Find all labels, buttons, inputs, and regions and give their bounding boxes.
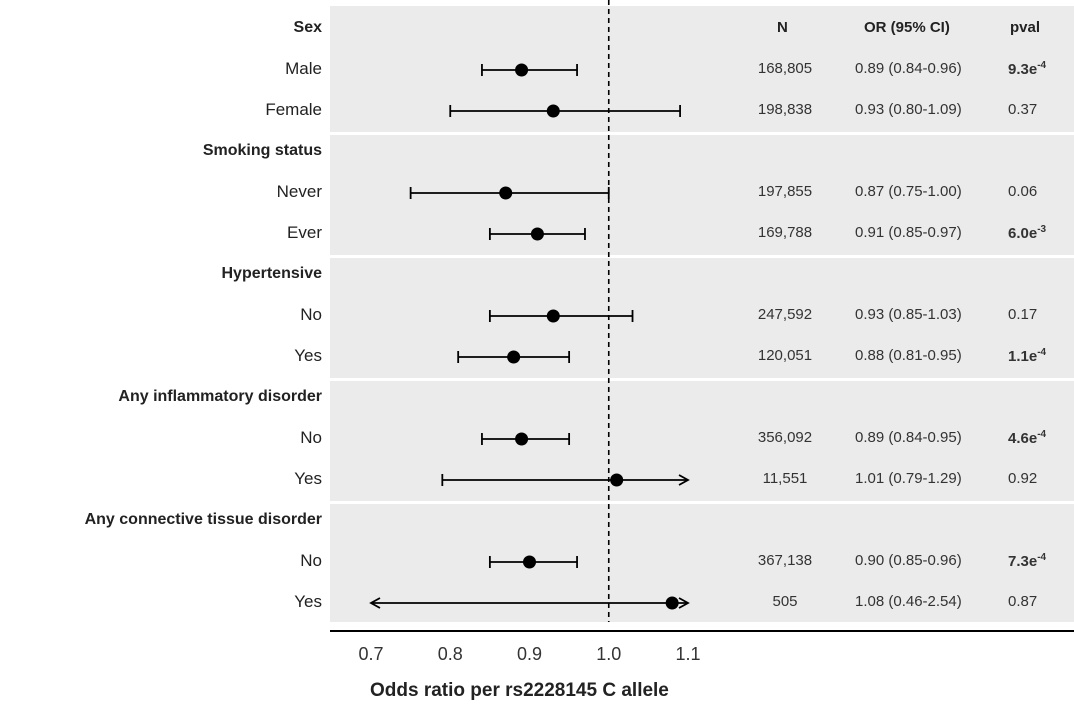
x-tick-label: 1.0 [596,644,622,664]
pval-base: 0.87 [1008,593,1038,610]
pval-base: 4.6e [1008,430,1038,447]
column-header-n: N [777,19,788,36]
row-label: No [300,428,322,447]
cell-n: 367,138 [757,552,813,569]
cell-n: 505 [772,593,798,610]
pval-base: 0.17 [1008,306,1038,323]
cell-n: 168,805 [757,60,813,77]
row-label: Female [265,100,322,119]
cell-or: 1.08 (0.46-2.54) [855,593,962,610]
cell-pval: 0.06 [1008,183,1037,200]
pval-base: 7.3e [1008,553,1038,570]
point-estimate [507,350,521,364]
point-estimate [499,186,513,200]
pval-exponent: -4 [1037,552,1047,563]
point-estimate [523,555,536,569]
cell-or: 0.89 (0.84-0.95) [855,429,962,446]
pval-exponent: -4 [1037,429,1047,440]
row-label: Never [276,182,322,201]
x-tick-label: 0.7 [358,644,384,664]
row-label: No [300,551,322,570]
pval-base: 6.0e [1008,225,1038,242]
point-estimate [665,596,679,610]
cell-or: 0.88 (0.81-0.95) [855,347,962,364]
cell-or: 0.90 (0.85-0.96) [855,552,962,569]
cell-or: 0.91 (0.85-0.97) [855,224,962,241]
pval-exponent: -3 [1037,224,1047,235]
cell-n: 120,051 [757,347,813,364]
cell-or: 0.93 (0.85-1.03) [855,306,962,323]
row-label: Yes [294,469,322,488]
cell-pval: 0.92 [1008,470,1037,487]
point-estimate [546,309,560,323]
cell-pval: 1.1e-4 [1008,347,1046,365]
x-tick-label: 0.9 [516,644,543,664]
point-estimate [515,63,529,77]
group-header: Hypertensive [221,265,323,282]
ci-arrow-high [678,597,690,609]
cell-n: 169,788 [757,224,813,241]
ci-arrow-high [678,474,690,486]
group-header: Any connective tissue disorder [84,511,322,528]
pval-base: 0.92 [1008,470,1038,487]
cell-pval: 7.3e-4 [1008,552,1046,570]
point-estimate [546,104,560,118]
group-header: Any inflammatory disorder [118,388,322,405]
pval-exponent: -4 [1037,60,1047,71]
pval-base: 0.06 [1008,183,1038,200]
cell-or: 0.87 (0.75-1.00) [855,183,962,200]
group-header: Sex [293,19,322,36]
cell-or: 0.89 (0.84-0.96) [855,60,962,77]
cell-pval: 9.3e-4 [1008,60,1046,78]
point-estimate [515,432,529,446]
ci-arrow-low [369,597,381,609]
pval-base: 9.3e [1008,61,1038,78]
x-tick-label: 0.8 [437,644,463,664]
cell-pval: 0.87 [1008,593,1037,610]
cell-pval: 4.6e-4 [1008,429,1046,447]
pval-exponent: -4 [1037,347,1047,358]
cell-pval: 0.17 [1008,306,1037,323]
column-header-pval: pval [1010,19,1041,36]
cell-n: 198,838 [757,101,813,118]
cell-n: 11,551 [762,470,808,487]
x-tick-label: 1.1 [675,644,701,664]
point-estimate [610,473,624,487]
column-header-or: OR (95% CI) [864,19,950,36]
row-label: Yes [294,592,322,611]
row-label: Yes [294,346,322,365]
cell-or: 0.93 (0.80-1.09) [855,101,962,118]
group-header: Smoking status [202,142,322,159]
cell-n: 356,092 [757,429,813,446]
cell-n: 247,592 [757,306,813,323]
cell-pval: 0.37 [1008,101,1037,118]
x-axis-title: Odds ratio per rs2228145 C allele [370,680,669,701]
plot-panel [330,6,1074,622]
row-label: No [300,305,322,324]
pval-base: 1.1e [1008,348,1038,365]
cell-or: 1.01 (0.79-1.29) [855,470,962,487]
point-estimate [530,227,544,241]
cell-n: 197,855 [757,183,813,200]
row-label: Male [285,59,322,78]
row-label: Ever [287,223,322,242]
pval-base: 0.37 [1008,101,1038,118]
cell-pval: 6.0e-3 [1008,224,1046,242]
